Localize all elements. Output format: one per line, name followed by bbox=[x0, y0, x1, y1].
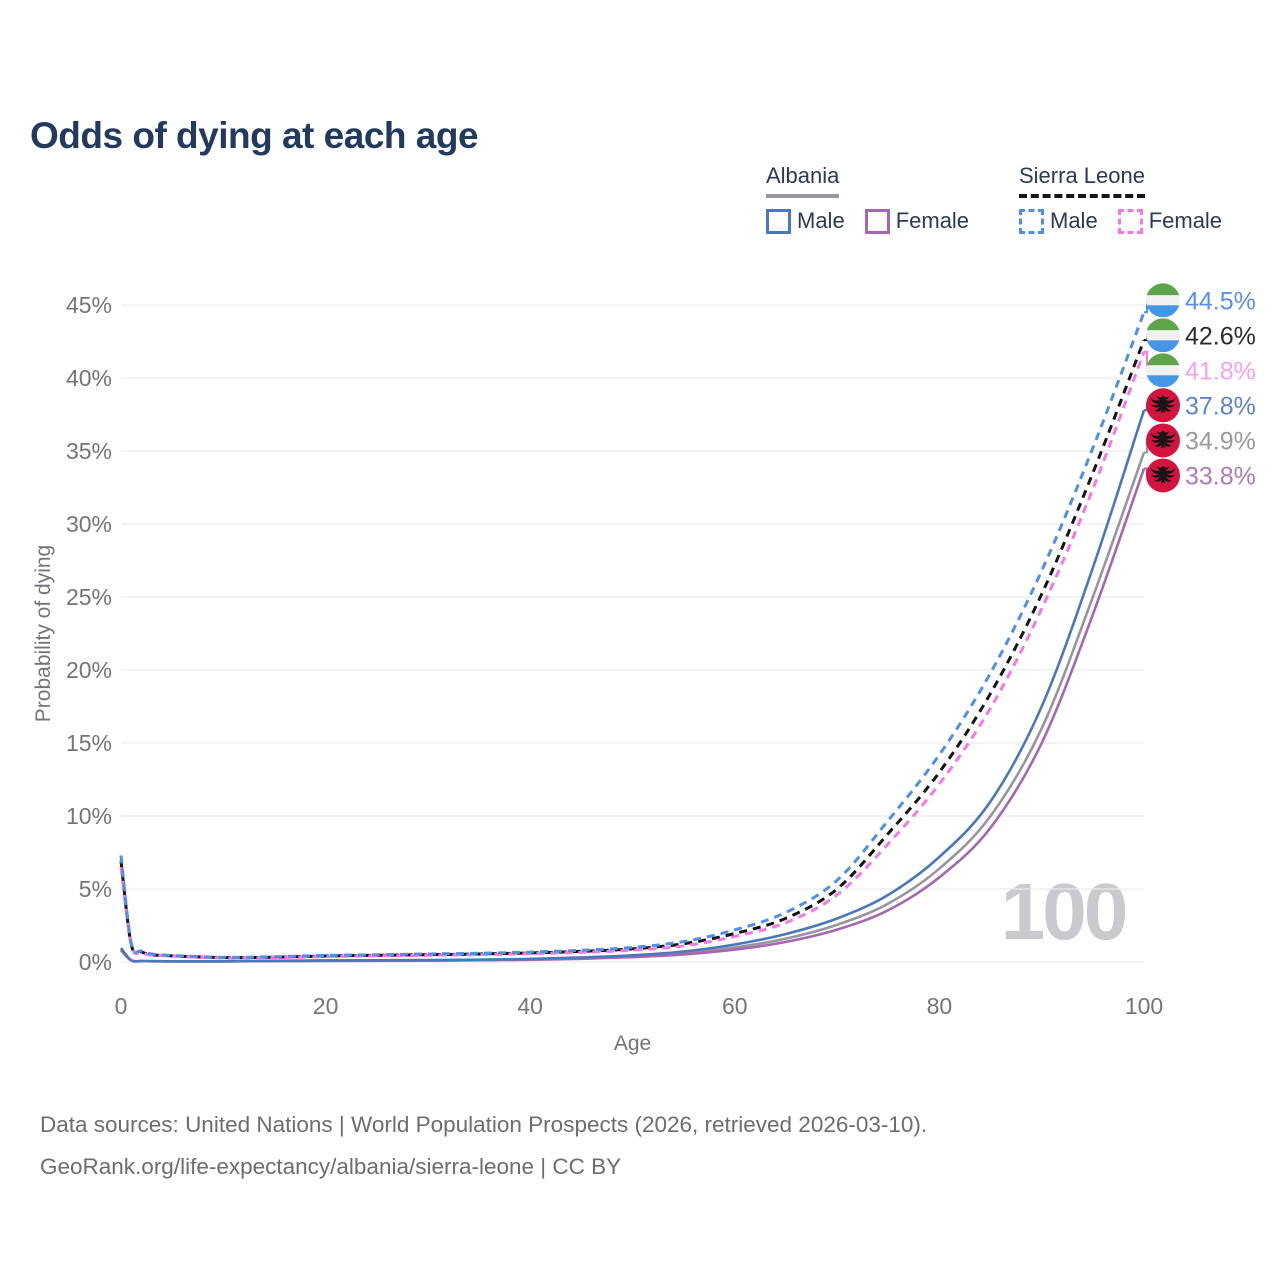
albania-male-swatch-icon bbox=[766, 208, 791, 234]
x-tick-label: 60 bbox=[722, 993, 748, 1019]
legend-group-sierra-leone: Sierra Leone Male Female bbox=[1019, 163, 1222, 234]
sierra-leone-flag-icon bbox=[1146, 318, 1180, 353]
albania-flag-icon bbox=[1146, 423, 1180, 458]
legend-item-label: Male bbox=[1050, 208, 1098, 233]
y-tick-label: 5% bbox=[79, 876, 112, 902]
albania-flag-icon bbox=[1146, 388, 1180, 423]
y-tick-label: 45% bbox=[66, 292, 112, 318]
x-tick-label: 100 bbox=[1125, 993, 1163, 1019]
x-axis-title: Age bbox=[614, 1032, 651, 1055]
end-value-label-albania-both: 34.9% bbox=[1185, 427, 1256, 455]
legend-item-sierra-leone-male[interactable]: Male bbox=[1019, 208, 1098, 234]
x-tick-label: 40 bbox=[517, 993, 543, 1019]
sierra-leone-male-swatch-icon bbox=[1019, 208, 1044, 234]
sierra-leone-flag-icon bbox=[1146, 353, 1180, 388]
y-tick-label: 20% bbox=[66, 657, 112, 683]
y-tick-label: 35% bbox=[66, 438, 112, 464]
attribution-text: GeoRank.org/life-expectancy/albania/sier… bbox=[40, 1154, 622, 1179]
legend-item-albania-male[interactable]: Male bbox=[766, 208, 845, 234]
end-value-label-albania-male: 37.8% bbox=[1185, 392, 1256, 420]
legend-item-label: Male bbox=[797, 208, 845, 233]
y-axis-title: Probability of dying bbox=[32, 545, 55, 722]
x-tick-label: 80 bbox=[927, 993, 953, 1019]
legend-country-sierra-leone: Sierra Leone bbox=[1019, 163, 1145, 198]
series-line-albania-female bbox=[120, 468, 1146, 963]
albania-flag-icon bbox=[1146, 458, 1180, 493]
y-tick-label: 30% bbox=[66, 511, 112, 537]
end-value-label-sierra-leone-female: 41.8% bbox=[1185, 357, 1256, 385]
albania-female-swatch-icon bbox=[864, 208, 890, 234]
y-tick-label: 15% bbox=[66, 730, 112, 756]
legend-item-albania-female[interactable]: Female bbox=[864, 208, 970, 234]
series-line-sierra-leone-female bbox=[119, 351, 1146, 960]
end-value-label-sierra-leone-both: 42.6% bbox=[1185, 322, 1256, 350]
footer: Data sources: United Nations | World Pop… bbox=[40, 1104, 927, 1188]
end-value-label-albania-female: 33.8% bbox=[1185, 462, 1256, 490]
age-counter-watermark: 100 bbox=[1000, 867, 1128, 956]
series-line-sierra-leone-both bbox=[119, 339, 1146, 960]
legend-item-label: Female bbox=[895, 208, 970, 233]
x-tick-label: 0 bbox=[115, 993, 128, 1019]
y-tick-label: 0% bbox=[79, 949, 112, 975]
series-line-sierra-leone-male bbox=[119, 311, 1146, 959]
page-title: Odds of dying at each age bbox=[30, 114, 479, 156]
series-line-albania-male bbox=[119, 409, 1146, 963]
legend-group-albania: Albania Male Female bbox=[766, 163, 969, 234]
series-line-albania-both bbox=[120, 452, 1146, 963]
y-tick-label: 25% bbox=[66, 584, 112, 610]
legend-item-label: Female bbox=[1148, 208, 1223, 233]
legend-country-albania: Albania bbox=[766, 163, 840, 198]
data-sources-text: Data sources: United Nations | World Pop… bbox=[40, 1112, 928, 1137]
legend-item-sierra-leone-female[interactable]: Female bbox=[1117, 208, 1223, 234]
end-value-label-sierra-leone-male: 44.5% bbox=[1185, 287, 1256, 315]
x-tick-label: 20 bbox=[313, 993, 339, 1019]
sierra-leone-flag-icon bbox=[1146, 283, 1180, 318]
y-tick-label: 10% bbox=[66, 803, 112, 829]
sierra-leone-female-swatch-icon bbox=[1117, 208, 1143, 234]
y-tick-label: 40% bbox=[66, 365, 112, 391]
